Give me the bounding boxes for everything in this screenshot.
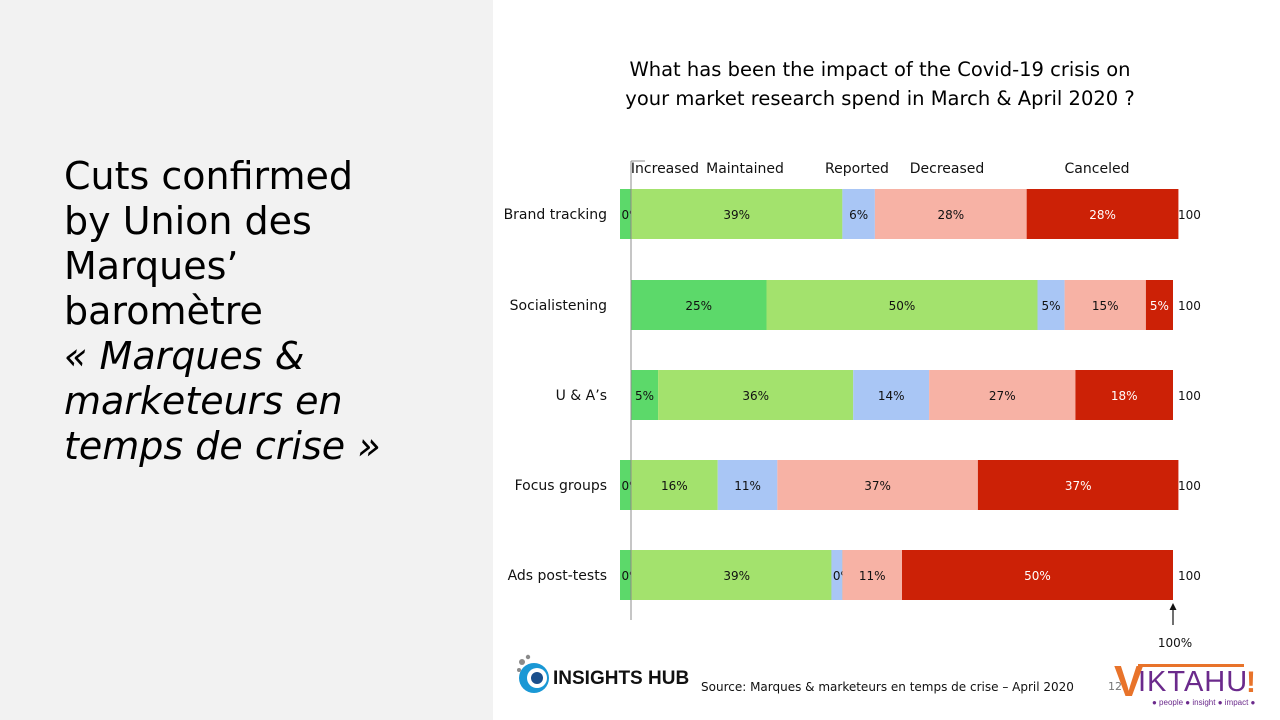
bar-u-a-s-increased xyxy=(631,370,659,420)
headline-line-4: baromètre xyxy=(64,289,263,333)
data-label-brand-tracking-decreased: 28% xyxy=(937,208,964,222)
headline-line-6: marketeurs en xyxy=(64,379,343,423)
headline-line-1: Cuts confirmed xyxy=(64,154,354,198)
total-label-ads-post-tests: 100 xyxy=(1178,569,1201,583)
source-note: Source: Marques & marketeurs en temps de… xyxy=(701,680,1074,694)
data-label-socialistening-decreased: 15% xyxy=(1092,299,1119,313)
bar-ads-post-tests-reported xyxy=(831,550,843,600)
bar-ads-post-tests-decreased xyxy=(842,550,902,600)
category-label-u-a-s: U & A’s xyxy=(556,388,607,404)
data-label-brand-tracking-reported: 6% xyxy=(849,208,868,222)
data-label-u-a-s-increased: 5% xyxy=(635,389,654,403)
stacked-bar-chart: Increased Maintained Reported Decreased Canc… xyxy=(504,160,1201,650)
data-label-socialistening-canceled: 5% xyxy=(1150,299,1169,313)
bar-brand-tracking-canceled xyxy=(1026,189,1179,239)
total-label-brand-tracking: 100 xyxy=(1178,208,1201,222)
category-label-focus-groups: Focus groups xyxy=(515,478,607,494)
legend-label-decreased: Decreased xyxy=(910,161,985,177)
data-label-brand-tracking-canceled: 28% xyxy=(1089,208,1116,222)
headline-line-2: by Union des xyxy=(64,199,312,243)
data-label-focus-groups-canceled: 37% xyxy=(1065,479,1092,493)
category-label-brand-tracking: Brand tracking xyxy=(504,207,607,223)
chart-title-line-2: your market research spend in March & Ap… xyxy=(625,87,1135,110)
bar-socialistening-increased xyxy=(631,280,767,330)
viktahu-logo: V IKTAHU ! ● people ● insight ● impact ● xyxy=(1114,660,1264,710)
data-label-ads-post-tests-decreased: 11% xyxy=(859,569,886,583)
bar-focus-groups-canceled xyxy=(977,460,1179,510)
hundred-percent-arrow-head xyxy=(1169,603,1177,610)
slide-headline: Cuts confirmed by Union des Marques’ bar… xyxy=(64,154,474,469)
bar-ads-post-tests-increased xyxy=(620,550,631,600)
category-label-ads-post-tests: Ads post-tests xyxy=(508,568,607,584)
viktahu-logo-bang: ! xyxy=(1246,666,1256,699)
legend-label-maintained: Maintained xyxy=(706,161,784,177)
data-label-focus-groups-reported: 11% xyxy=(734,479,761,493)
bar-brand-tracking-increased xyxy=(620,189,631,239)
data-label-focus-groups-maintained: 16% xyxy=(661,479,688,493)
chart-title: What has been the impact of the Covid-19… xyxy=(560,55,1200,113)
legend-label-canceled: Canceled xyxy=(1065,161,1130,177)
bar-focus-groups-increased xyxy=(620,460,631,510)
bar-socialistening-canceled xyxy=(1145,280,1173,330)
bar-ads-post-tests-maintained xyxy=(631,550,843,600)
bar-u-a-s-maintained xyxy=(658,370,854,420)
viktahu-logo-word: IKTAHU xyxy=(1138,666,1249,698)
viktahu-logo-bar xyxy=(1138,664,1244,667)
data-label-u-a-s-maintained: 36% xyxy=(742,389,769,403)
bar-focus-groups-maintained xyxy=(631,460,718,510)
bar-socialistening-maintained xyxy=(766,280,1038,330)
legend-label-increased: Increased xyxy=(631,161,699,177)
chart-title-line-1: What has been the impact of the Covid-19… xyxy=(629,58,1131,81)
insights-hub-logo-icon xyxy=(517,654,549,693)
bar-brand-tracking-reported xyxy=(842,189,875,239)
data-label-focus-groups-decreased: 37% xyxy=(864,479,891,493)
category-label-socialistening: Socialistening xyxy=(510,298,607,314)
total-label-socialistening: 100 xyxy=(1178,299,1201,313)
legend-label-reported: Reported xyxy=(825,161,889,177)
bar-socialistening-decreased xyxy=(1064,280,1146,330)
data-label-u-a-s-reported: 14% xyxy=(878,389,905,403)
data-label-u-a-s-decreased: 27% xyxy=(989,389,1016,403)
left-panel xyxy=(0,0,493,720)
bar-socialistening-reported xyxy=(1037,280,1065,330)
bar-ads-post-tests-canceled xyxy=(902,550,1173,600)
bar-u-a-s-canceled xyxy=(1075,370,1173,420)
insights-hub-brand: INSIGHTS HUB xyxy=(553,668,690,689)
bar-u-a-s-reported xyxy=(853,370,930,420)
data-label-ads-post-tests-canceled: 50% xyxy=(1024,569,1051,583)
bar-brand-tracking-decreased xyxy=(874,189,1027,239)
data-label-socialistening-reported: 5% xyxy=(1042,299,1061,313)
bar-u-a-s-decreased xyxy=(929,370,1076,420)
data-label-u-a-s-canceled: 18% xyxy=(1111,389,1138,403)
bar-focus-groups-reported xyxy=(717,460,778,510)
data-label-socialistening-maintained: 50% xyxy=(889,299,916,313)
total-label-u-a-s: 100 xyxy=(1178,389,1201,403)
bar-brand-tracking-maintained xyxy=(631,189,843,239)
headline-line-7: temps de crise » xyxy=(64,424,381,468)
hundred-percent-label: 100% xyxy=(1158,636,1192,650)
page-number: 12 xyxy=(1108,680,1122,693)
total-label-focus-groups: 100 xyxy=(1178,479,1201,493)
headline-line-5: « Marques & xyxy=(64,334,305,378)
data-label-brand-tracking-maintained: 39% xyxy=(723,208,750,222)
headline-line-3: Marques’ xyxy=(64,244,239,288)
bar-focus-groups-decreased xyxy=(777,460,978,510)
data-label-ads-post-tests-maintained: 39% xyxy=(723,569,750,583)
data-label-socialistening-increased: 25% xyxy=(685,299,712,313)
viktahu-tagline: ● people ● insight ● impact ● xyxy=(1152,698,1256,707)
